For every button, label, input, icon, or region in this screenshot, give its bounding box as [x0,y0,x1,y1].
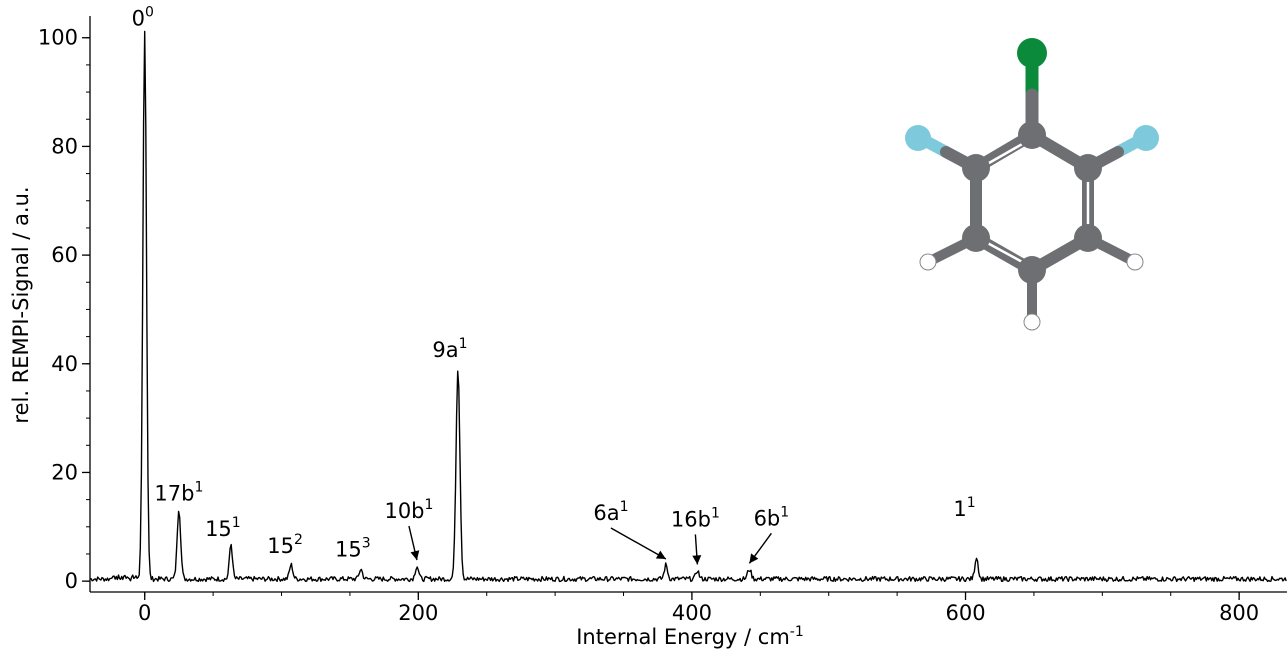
annotation-16b-1: 16b1 [671,505,720,565]
annotation-arrowhead [410,550,420,561]
annotation-arrow [610,527,667,560]
annotation-arrowhead [655,550,666,560]
annotation-label: 10b1 [384,497,433,523]
annotation-label: 00 [132,4,154,30]
hydrogen-atom-right [1126,253,1144,271]
fluorine-atom-left [905,125,931,151]
annotation-label: 11 [953,495,975,521]
y-tick-label: 80 [51,134,78,158]
x-axis-label-superscript: -1 [790,624,804,640]
annotation-arrowhead [749,553,759,564]
annotation-label: 153 [335,535,371,561]
annotation-15-3: 153 [335,535,371,561]
carbon-atom-6 [1018,256,1046,284]
y-tick-label: 60 [51,243,78,267]
annotation-9a-1: 9a1 [432,336,467,362]
hydrogen-atom-left [919,253,937,271]
x-axis-label-text: Internal Energy / cm [576,625,790,649]
x-axis-label: Internal Energy / cm-1 [576,624,804,649]
hydrogen-atom-bottom [1023,313,1041,331]
annotation-15-2: 152 [267,532,303,558]
annotation-1-1: 11 [953,495,975,521]
x-tick-label: 600 [945,601,985,625]
chlorine-atom [1017,38,1047,68]
carbon-atom-1 [1018,121,1046,149]
annotation-label: 152 [267,532,303,558]
annotation-label: 16b1 [671,505,720,531]
y-tick-label: 20 [51,460,78,484]
y-tick-label: 0 [65,569,78,593]
molecule-structure-image [905,38,1159,331]
fluorine-atom-right [1133,125,1159,151]
annotation-6b-1: 6b1 [748,504,790,564]
annotation-label: 151 [205,515,241,541]
x-tick-label: 800 [1219,601,1259,625]
x-tick-label: 0 [138,601,151,625]
annotation-label: 6a1 [593,499,628,525]
annotation-arrowhead [692,555,702,565]
carbon-atom-3 [1074,154,1102,182]
annotation-label: 9a1 [432,336,467,362]
carbon-atom-2 [962,154,990,182]
annotation-label: 17b1 [154,479,203,505]
annotation-10b-1: 10b1 [384,497,433,561]
carbon-atom-5 [1074,224,1102,252]
x-tick-label: 200 [398,601,438,625]
annotation-label: 6b1 [754,504,790,530]
y-tick-label: 40 [51,352,78,376]
carbon-atom-4 [962,224,990,252]
annotation-15-1: 151 [205,515,241,541]
annotation-6a-1: 6a1 [593,499,667,560]
y-tick-label: 100 [38,26,78,50]
axes: 0 200 400 600 800 0 20 40 60 80 100 [38,16,1287,625]
x-tick-label: 400 [672,601,712,625]
annotation-17b-1: 17b1 [154,479,203,505]
y-axis-label: rel. REMPI-Signal / a.u. [9,186,33,423]
double-bond-mark-3 [980,238,1028,266]
spectrum-line [89,30,1287,583]
annotation-0-0: 00 [132,4,154,30]
